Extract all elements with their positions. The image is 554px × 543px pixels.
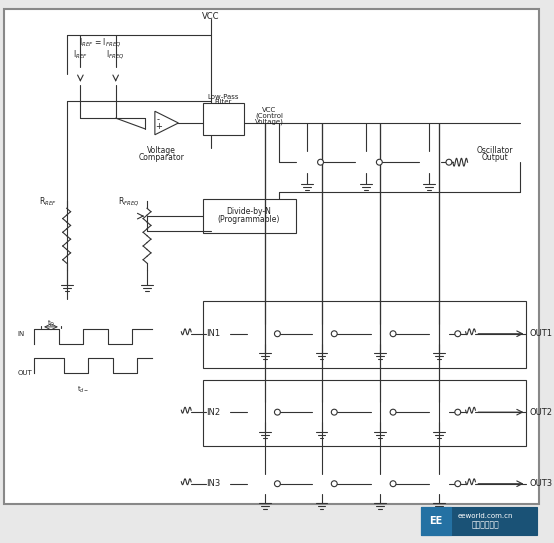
Bar [422,507,537,535]
Text: Voltage: Voltage [147,146,176,155]
Text: Comparator: Comparator [139,153,184,162]
Text: IN3: IN3 [206,479,220,488]
Circle shape [274,481,280,487]
Text: Divide-by-N: Divide-by-N [227,207,271,216]
Text: IN2: IN2 [206,408,220,416]
Circle shape [274,331,280,337]
Text: Oscillator: Oscillator [477,146,513,155]
Text: OUT3: OUT3 [529,479,552,488]
Text: I$_{REF}$: I$_{REF}$ [73,48,88,61]
Text: OUT2: OUT2 [529,408,552,416]
Text: Filter: Filter [215,99,232,105]
Circle shape [455,409,461,415]
Text: t$_{d-}$: t$_{d-}$ [77,384,90,395]
Polygon shape [155,111,178,135]
Circle shape [390,481,396,487]
Circle shape [455,331,461,337]
Bar [203,301,526,368]
Bar [422,507,451,535]
Circle shape [331,331,337,337]
Circle shape [446,159,452,165]
Circle shape [390,331,396,337]
Text: OUT: OUT [18,370,32,376]
Text: -: - [157,115,160,124]
Bar [203,380,526,446]
Text: I$_{FREQ}$: I$_{FREQ}$ [106,48,125,61]
Circle shape [390,409,396,415]
Circle shape [331,409,337,415]
Circle shape [455,481,461,487]
Text: eeworld.com.cn: eeworld.com.cn [458,513,513,519]
Text: VCC: VCC [202,11,219,21]
Text: +: + [155,122,162,131]
Text: Output: Output [481,153,509,162]
Text: IN1: IN1 [206,329,220,338]
Text: Voltage): Voltage) [255,119,284,125]
Text: IN: IN [18,331,25,337]
Circle shape [274,409,280,415]
Circle shape [331,481,337,487]
Bar [203,199,296,233]
Text: (Programmable): (Programmable) [218,214,280,224]
Text: Low-Pass: Low-Pass [208,93,239,99]
Text: I$_{REF}$ = I$_{FREQ}$: I$_{REF}$ = I$_{FREQ}$ [79,36,121,49]
Circle shape [317,159,324,165]
Text: EE: EE [429,516,443,526]
Bar [203,103,244,135]
Text: VCC: VCC [263,108,276,113]
Text: (Control: (Control [255,113,284,119]
Circle shape [376,159,382,165]
Text: 电子工程世界: 电子工程世界 [471,520,499,529]
Text: R$_{REF}$: R$_{REF}$ [39,195,57,207]
Text: t$_D$: t$_D$ [47,319,55,329]
Text: OUT1: OUT1 [529,329,552,338]
Text: R$_{FREQ}$: R$_{FREQ}$ [117,195,139,208]
